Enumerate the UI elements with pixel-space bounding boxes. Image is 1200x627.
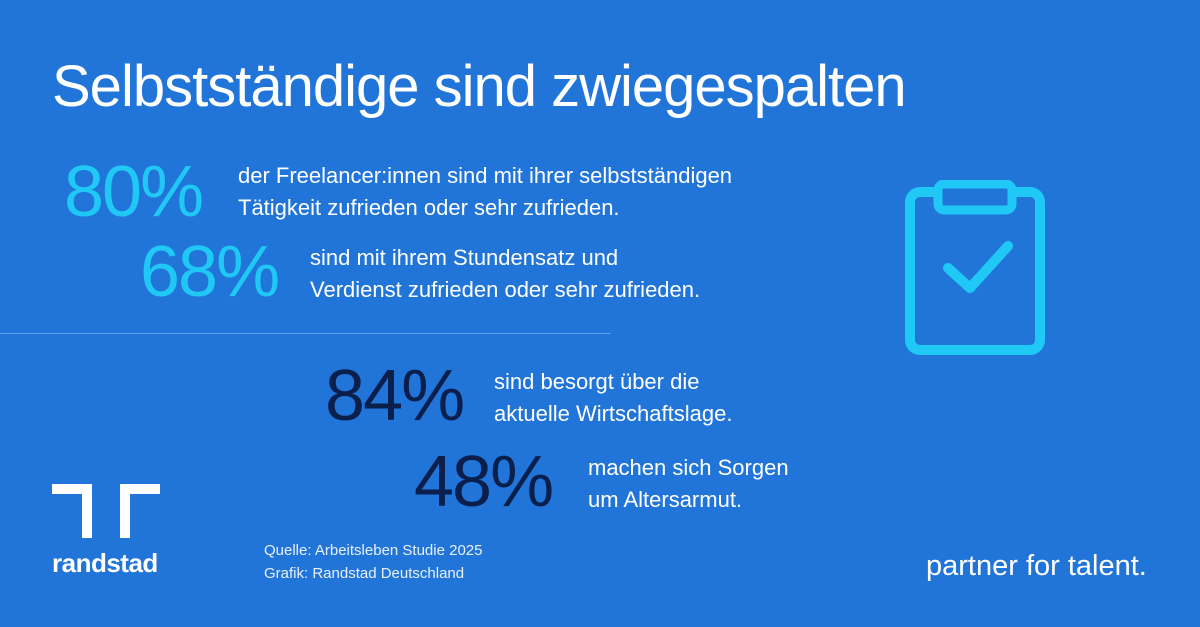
- source-line: Quelle: Arbeitsleben Studie 2025: [264, 542, 483, 559]
- stat-text-3a: sind besorgt über die: [494, 369, 700, 394]
- stat-text-4a: machen sich Sorgen: [588, 455, 789, 480]
- stat-value-3: 84%: [325, 356, 465, 436]
- stat-value-1: 80%: [64, 152, 204, 232]
- stat-value-2: 68%: [140, 232, 280, 312]
- randstad-logo-icon: [52, 484, 160, 538]
- graphic-credit-line: Grafik: Randstad Deutschland: [264, 565, 465, 582]
- brand-name: randstad: [52, 548, 158, 578]
- stat-text-2b: Verdienst zufrieden oder sehr zufrieden.: [310, 277, 701, 302]
- page-title: Selbstständige sind zwiegespalten: [52, 54, 907, 119]
- brand-tagline: partner for talent.: [926, 550, 1147, 582]
- stat-text-4b: um Altersarmut.: [588, 487, 743, 512]
- stat-text-2a: sind mit ihrem Stundensatz und: [310, 245, 619, 270]
- stat-text-1b: Tätigkeit zufrieden oder sehr zufrieden.: [238, 195, 620, 220]
- clipboard-check-icon: [904, 179, 1046, 356]
- stat-text-1a: der Freelancer:innen sind mit ihrer selb…: [238, 163, 733, 188]
- stat-value-4: 48%: [414, 442, 554, 522]
- stat-text-3b: aktuelle Wirtschaftslage.: [494, 401, 733, 426]
- section-divider: [0, 333, 611, 334]
